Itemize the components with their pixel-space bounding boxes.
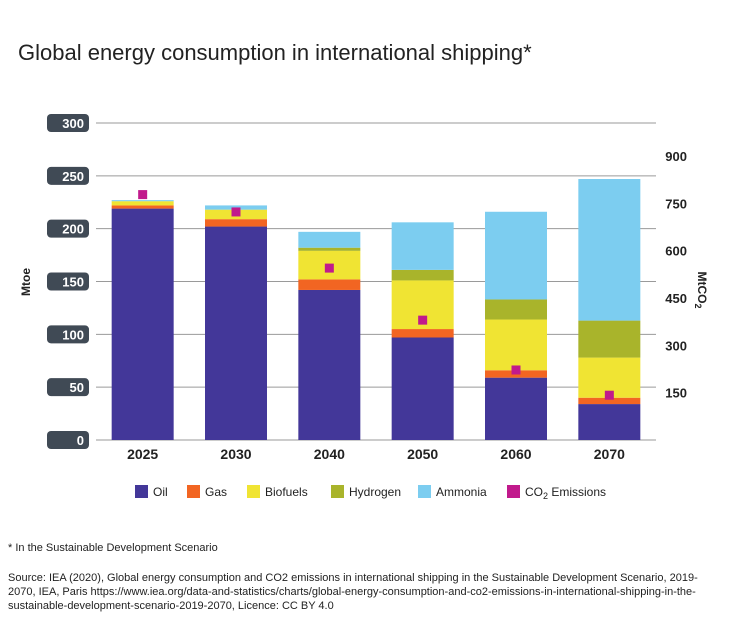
legend-swatch: [187, 485, 200, 498]
legend-swatch: [418, 485, 431, 498]
x-tick-label: 2030: [220, 446, 251, 462]
x-tick-label: 2060: [500, 446, 531, 462]
legend-swatch: [507, 485, 520, 498]
co2-emission-marker: [511, 365, 521, 375]
y-tick-badge: [47, 272, 89, 291]
x-tick-label: 2040: [314, 446, 345, 462]
co2-emission-marker: [604, 390, 614, 400]
legend-label: Ammonia: [436, 485, 487, 499]
y2-tick-label: 600: [665, 244, 687, 259]
bar-segment-oil: [111, 208, 174, 440]
y-axis-ticks: 0 50 100 150 200 250 300: [47, 114, 89, 449]
y-tick-label: 150: [62, 275, 84, 290]
y-tick-badge: [47, 325, 89, 344]
legend-item: Ammonia: [418, 485, 487, 499]
co2-emission-marker: [418, 315, 428, 325]
bar-segment-ammonia: [578, 179, 641, 321]
bar-segment-hydrogen: [391, 269, 454, 281]
co2-emission-marker: [138, 190, 148, 200]
bar-segment-oil: [578, 404, 641, 440]
y-tick-label: 50: [70, 380, 84, 395]
bar-segment-ammonia: [298, 231, 361, 248]
legend-label: Hydrogen: [349, 485, 401, 499]
y-tick-label: 0: [77, 433, 84, 448]
bar-segment-gas: [111, 205, 174, 209]
x-tick-label: 2070: [594, 446, 625, 462]
bar-segment-ammonia: [391, 222, 454, 270]
y-tick-badge: [47, 114, 89, 132]
legend: Oil Gas Biofuels Hydrogen Ammonia CO2 Emissio…: [135, 485, 606, 501]
bar-segment-oil: [391, 337, 454, 440]
legend-label: Gas: [205, 485, 227, 499]
bars: [111, 179, 641, 440]
bar-segment-gas: [391, 329, 454, 338]
footnote: * In the Sustainable Development Scenari…: [8, 542, 218, 554]
y-tick-label: 300: [62, 116, 84, 131]
emission-markers: [138, 190, 614, 400]
y2-tick-label: 900: [665, 149, 687, 164]
legend-item: CO2 Emissions: [507, 485, 606, 501]
y2-axis-label: MtCO2: [693, 271, 709, 308]
legend-label: Oil: [153, 485, 168, 499]
y2-tick-label: 750: [665, 196, 687, 211]
y2-tick-label: 450: [665, 291, 687, 306]
legend-item: Biofuels: [247, 485, 308, 499]
bar-segment-gas: [298, 279, 361, 290]
bar-segment-hydrogen: [485, 299, 547, 320]
legend-swatch: [247, 485, 260, 498]
co2-emission-marker: [231, 207, 241, 217]
bar-segment-biofuels: [485, 319, 547, 371]
y2-axis-ticks: 150 300 450 600 750 900: [665, 149, 687, 401]
legend-swatch: [331, 485, 344, 498]
y-tick-badge: [47, 378, 89, 397]
bar-segment-biofuels: [111, 201, 174, 206]
legend-item: Oil: [135, 485, 168, 499]
y-tick-label: 200: [62, 222, 84, 237]
bar-segment-gas: [578, 397, 641, 405]
grid-lines: [96, 122, 656, 441]
legend-label: Biofuels: [265, 485, 308, 499]
y2-tick-label: 300: [665, 338, 687, 353]
y-tick-badge: [47, 166, 89, 185]
chart-title: Global energy consumption in internation…: [18, 40, 532, 65]
source-note: Source: IEA (2020), Global energy consum…: [8, 572, 698, 612]
chart: 0 50 100 150 200 250 300 150 300 450 600 750 900 20…: [19, 114, 709, 501]
y-tick-label: 100: [62, 327, 84, 342]
y-tick-badge: [47, 431, 89, 449]
x-tick-label: 2025: [127, 446, 158, 462]
x-tick-label: 2050: [407, 446, 438, 462]
y2-tick-label: 150: [665, 386, 687, 401]
bar-segment-oil: [298, 289, 361, 440]
legend-item: Gas: [187, 485, 227, 499]
bar-segment-ammonia: [485, 211, 547, 300]
bar-segment-ammonia: [111, 200, 174, 202]
co2-emission-marker: [324, 263, 334, 273]
bar-segment-oil: [205, 226, 267, 440]
x-axis-ticks: 2025 2030 2040 2050 2060 2070: [127, 446, 625, 462]
legend-label: CO2 Emissions: [525, 485, 606, 501]
y-axis-label: Mtoe: [19, 268, 33, 296]
y-tick-label: 250: [62, 169, 84, 184]
legend-swatch: [135, 485, 148, 498]
y-tick-badge: [47, 219, 89, 238]
bar-segment-hydrogen: [578, 320, 641, 358]
bar-segment-oil: [485, 377, 547, 440]
bar-segment-hydrogen: [298, 247, 361, 251]
bar-segment-gas: [205, 219, 267, 227]
legend-item: Hydrogen: [331, 485, 401, 499]
